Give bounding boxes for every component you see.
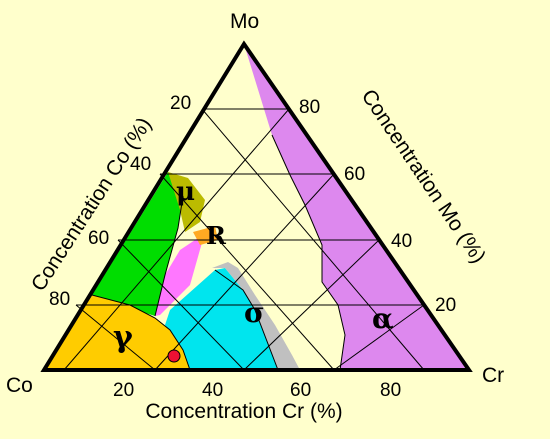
cr-tick-60: 60 xyxy=(290,380,311,401)
cr-tick-80: 80 xyxy=(380,380,401,401)
co-tick-60: 60 xyxy=(88,228,109,249)
cr-tick-20: 20 xyxy=(113,380,134,401)
composition-marker xyxy=(167,349,181,363)
corner-label-mo: Mo xyxy=(230,10,259,33)
phase-label-sigma: σ xyxy=(244,296,265,329)
sigma-phase-region xyxy=(212,262,300,370)
phase-label-mu: μ xyxy=(176,177,195,207)
cyan-phase-region xyxy=(165,268,278,370)
green-phase-region xyxy=(92,172,183,316)
cr-tick-40: 40 xyxy=(202,380,223,401)
mo-tick-80: 80 xyxy=(299,97,320,118)
grid-lines xyxy=(63,108,425,371)
mo-tick-20: 20 xyxy=(435,295,456,316)
co-tick-40: 40 xyxy=(130,154,151,175)
co-tick-20: 20 xyxy=(170,93,191,114)
bottom-axis-title: Concentration Cr (%) xyxy=(145,400,342,423)
mo-tick-40: 40 xyxy=(391,231,412,252)
phase-boundaries xyxy=(91,134,346,371)
co-tick-80: 80 xyxy=(49,289,70,310)
phase-label-gamma: γ xyxy=(113,320,133,355)
corner-label-co: Co xyxy=(6,374,33,397)
mo-tick-60: 60 xyxy=(344,164,365,185)
pink-phase-region xyxy=(155,232,205,316)
phase-label-r: R xyxy=(206,221,227,250)
triangle-outline xyxy=(40,40,473,372)
phase-label-alpha: α xyxy=(372,302,394,335)
corner-label-cr: Cr xyxy=(482,364,504,387)
